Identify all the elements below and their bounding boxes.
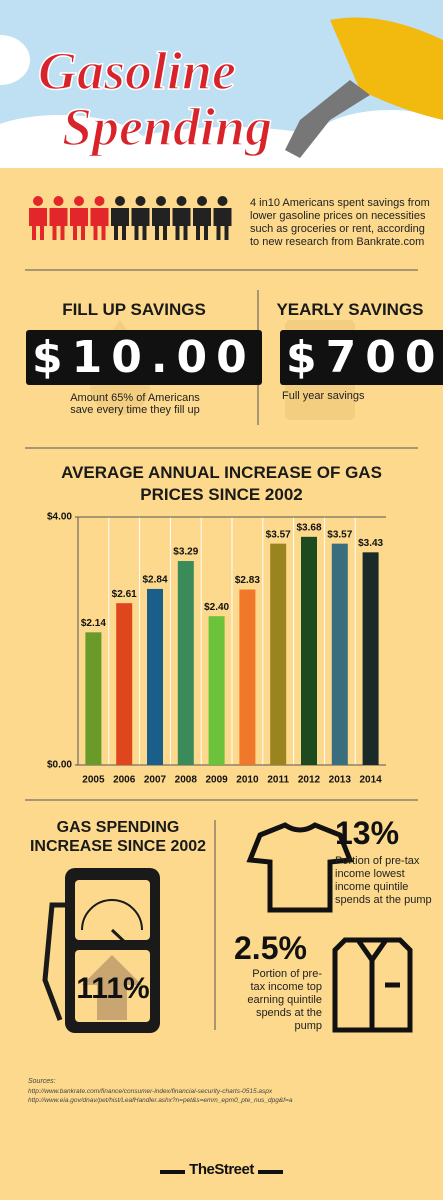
- intro-text: 4 in10 Americans spent savings from lowe…: [250, 197, 430, 248]
- value-label: $2.84: [142, 575, 167, 586]
- value-label: $3.68: [296, 522, 321, 533]
- logo: TheStreet: [189, 1161, 254, 1178]
- savings-note: Full year savings: [282, 390, 365, 402]
- value-label: $2.83: [235, 575, 260, 586]
- bar: [362, 552, 379, 765]
- x-tick-label: 2009: [205, 775, 228, 786]
- savings-amount: $700: [280, 330, 443, 385]
- person-icon: [115, 196, 125, 206]
- bar: [301, 536, 317, 765]
- stat-value: 2.5%: [234, 930, 307, 966]
- person-icon: [33, 196, 43, 206]
- bar: [208, 616, 225, 765]
- gauge-arc: [81, 899, 143, 931]
- up-arrow: [82, 955, 142, 1020]
- sources-label: Sources:: [28, 1078, 56, 1085]
- x-tick-label: 2011: [267, 775, 289, 786]
- person-icon: [49, 208, 68, 240]
- bar: [270, 543, 287, 765]
- person-icon: [74, 196, 84, 206]
- savings-note: Amount 65% of Americans save every time …: [70, 392, 200, 416]
- cloud: [310, 110, 443, 180]
- value-label: $2.61: [112, 589, 137, 600]
- value-label: $3.57: [327, 529, 352, 540]
- person-icon: [156, 196, 166, 206]
- nozzle: [330, 17, 443, 120]
- section-heading: YEARLY SAVINGS: [276, 300, 424, 319]
- cloud: [0, 115, 150, 185]
- person-icon: [197, 196, 207, 206]
- x-tick-label: 2010: [236, 775, 259, 786]
- value-label: $3.43: [358, 538, 383, 549]
- person-icon: [217, 196, 228, 206]
- person-icon: [70, 208, 88, 240]
- person-icon: [172, 208, 191, 240]
- person-icon: [111, 208, 129, 240]
- title-line: Spending: [61, 96, 273, 158]
- person-icon: [131, 208, 150, 240]
- person-icon: [135, 196, 146, 206]
- value-label: $3.29: [173, 547, 198, 558]
- value-label: $2.40: [204, 602, 229, 613]
- y-tick-label: $4.00: [47, 512, 72, 523]
- bar: [177, 561, 194, 765]
- amount-text: $10.00: [26, 330, 262, 385]
- person-icon: [94, 196, 105, 206]
- x-tick-label: 2006: [113, 775, 136, 786]
- bar: [239, 589, 256, 765]
- value-label: $2.14: [81, 618, 106, 629]
- nozzle-spout: [285, 80, 370, 158]
- pump-gauge: [75, 880, 150, 940]
- y-tick-label: $0.00: [47, 760, 72, 771]
- x-tick-label: 2008: [175, 775, 198, 786]
- bar: [116, 603, 133, 765]
- amount-text: $700: [280, 330, 443, 385]
- source-link: http://www.bankrate.com/finance/consumer…: [28, 1088, 273, 1095]
- bar: [85, 632, 102, 765]
- section-heading: GAS SPENDING INCREASE SINCE 2002: [29, 819, 207, 855]
- source-link: http://www.eia.gov/dnav/pet/hist/LeafHan…: [28, 1097, 293, 1104]
- x-tick-label: 2007: [144, 775, 167, 786]
- person-icon: [213, 208, 232, 240]
- value-label: $3.57: [266, 529, 291, 540]
- person-icon: [176, 196, 187, 206]
- bar: [331, 543, 348, 765]
- x-tick-label: 2014: [359, 775, 382, 786]
- person-icon: [193, 208, 211, 240]
- pump-hose: [42, 902, 65, 1021]
- shirt-icon: [332, 937, 413, 1033]
- increase-value: 111%: [76, 972, 150, 1005]
- person-icon: [29, 208, 47, 240]
- stat-value: 13%: [335, 815, 400, 851]
- stat-text: Portion of pre-tax income lowest income …: [335, 855, 432, 906]
- bar: [147, 588, 163, 765]
- person-icon: [152, 208, 170, 240]
- person-icon: [53, 196, 64, 206]
- chart-title: AVERAGE ANNUAL INCREASE OF GAS PRICES SI…: [61, 463, 382, 504]
- title-line: Gasoline: [37, 40, 237, 102]
- x-tick-label: 2013: [329, 775, 352, 786]
- gauge-needle: [110, 928, 130, 947]
- savings-amount: $10.00: [26, 330, 262, 385]
- x-tick-label: 2005: [82, 775, 105, 786]
- stat-text: Portion of pre-tax income top earning qu…: [247, 968, 322, 1032]
- x-tick-label: 2012: [298, 775, 321, 786]
- person-icon: [90, 208, 109, 240]
- section-heading: FILL UP SAVINGS: [62, 300, 206, 319]
- tshirt-icon: [246, 822, 354, 913]
- cloud: [0, 35, 30, 85]
